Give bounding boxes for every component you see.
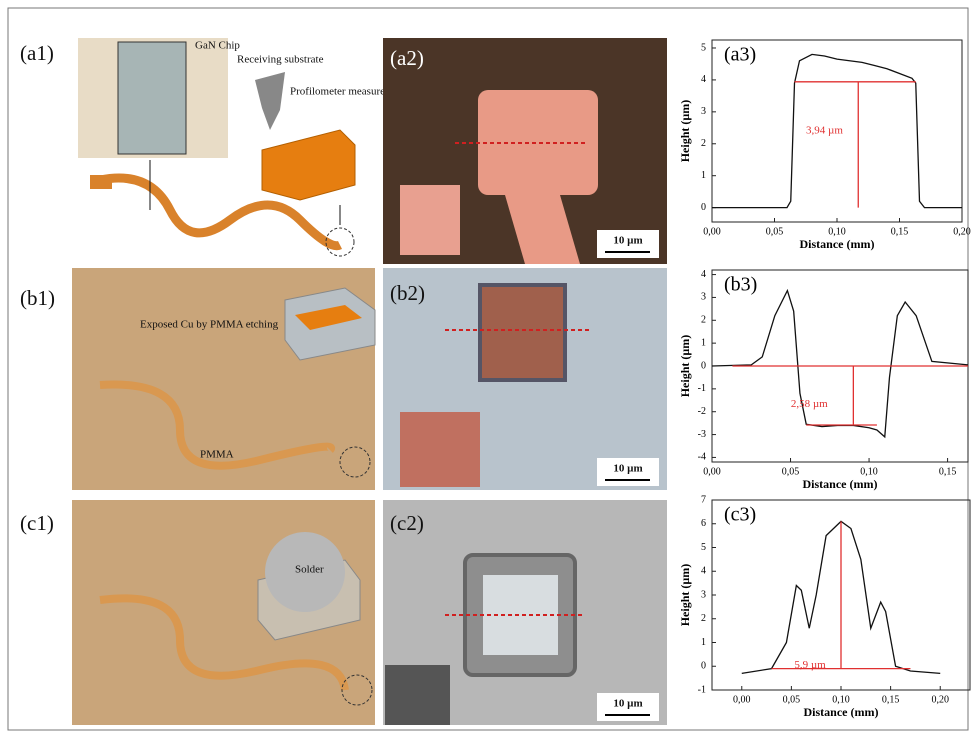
x-tick-label: 0,05 (766, 226, 784, 237)
x-tick-label: 0,15 (882, 694, 900, 705)
x-tick-label: 0,00 (703, 226, 721, 237)
panel-label: (a3) (724, 44, 756, 66)
y-tick-label: -4 (698, 452, 706, 463)
panel-label: (b1) (20, 286, 55, 310)
callout: GaN Chip (195, 40, 240, 52)
annotation: 3,94 µm (806, 125, 843, 137)
micrograph-pad (480, 285, 565, 380)
y-axis-label: Height (µm) (678, 100, 692, 163)
panel-label: (c1) (20, 511, 54, 535)
y-tick-label: 3 (701, 292, 706, 303)
x-axis-label: Distance (mm) (800, 237, 875, 251)
y-tick-label: 0 (701, 360, 706, 371)
annotation: 2,58 µm (791, 398, 828, 410)
y-tick-label: 4 (701, 269, 706, 280)
panel-label: (c3) (724, 504, 756, 526)
panel-label: (a1) (20, 41, 54, 65)
y-tick-label: 0 (701, 202, 706, 213)
scale-bar-label: 10 µm (613, 698, 642, 710)
inset (385, 665, 450, 725)
y-tick-label: -1 (698, 383, 706, 394)
y-tick-label: -2 (698, 406, 706, 417)
x-tick-label: 0,10 (832, 694, 850, 705)
x-tick-label: 0,10 (828, 226, 846, 237)
x-tick-label: 0,20 (931, 694, 949, 705)
x-tick-label: 0,00 (733, 694, 751, 705)
y-tick-label: 3 (701, 589, 706, 600)
y-tick-label: 1 (701, 337, 706, 348)
y-tick-label: 4 (701, 566, 706, 577)
scale-bar-label: 10 µm (613, 463, 642, 475)
y-tick-label: 2 (701, 138, 706, 149)
panel-label: (c2) (390, 511, 424, 535)
y-tick-label: 7 (701, 494, 706, 505)
inset (400, 412, 480, 487)
x-axis-label: Distance (mm) (803, 477, 878, 491)
scale-bar-label: 10 µm (613, 235, 642, 247)
callout: Receiving substrate (237, 54, 324, 66)
panel-label: (b3) (724, 274, 757, 296)
y-tick-label: 1 (701, 637, 706, 648)
x-axis-label: Distance (mm) (804, 705, 879, 719)
callout: Solder (295, 564, 324, 576)
panel-label: (a2) (390, 46, 424, 70)
micrograph-pad (478, 90, 598, 195)
y-tick-label: 4 (701, 74, 706, 85)
y-axis-label: Height (µm) (678, 335, 692, 398)
y-tick-label: 5 (701, 542, 706, 553)
y-tick-label: -1 (698, 684, 706, 695)
x-tick-label: 0,05 (782, 466, 800, 477)
panel-label: (b2) (390, 281, 425, 305)
annotation: 5,9 µm (794, 659, 826, 671)
y-axis-label: Height (µm) (678, 564, 692, 627)
x-tick-label: 0,05 (783, 694, 801, 705)
x-tick-label: 0,00 (703, 466, 721, 477)
x-tick-label: 0,10 (860, 466, 878, 477)
x-tick-label: 0,15 (939, 466, 957, 477)
y-tick-label: 5 (701, 42, 706, 53)
x-tick-label: 0,20 (953, 226, 971, 237)
figure: (a1) GaN Chip Receiving substrate Profil… (0, 0, 976, 738)
inset (400, 185, 460, 255)
y-tick-label: 6 (701, 518, 706, 529)
x-tick-label: 0,15 (891, 226, 909, 237)
y-tick-label: 1 (701, 170, 706, 181)
y-tick-label: -3 (698, 429, 706, 440)
callout: Exposed Cu by PMMA etching (140, 319, 279, 331)
y-tick-label: 2 (701, 613, 706, 624)
callout: PMMA (200, 449, 234, 461)
y-tick-label: 3 (701, 106, 706, 117)
y-tick-label: 0 (701, 661, 706, 672)
y-tick-label: 2 (701, 315, 706, 326)
